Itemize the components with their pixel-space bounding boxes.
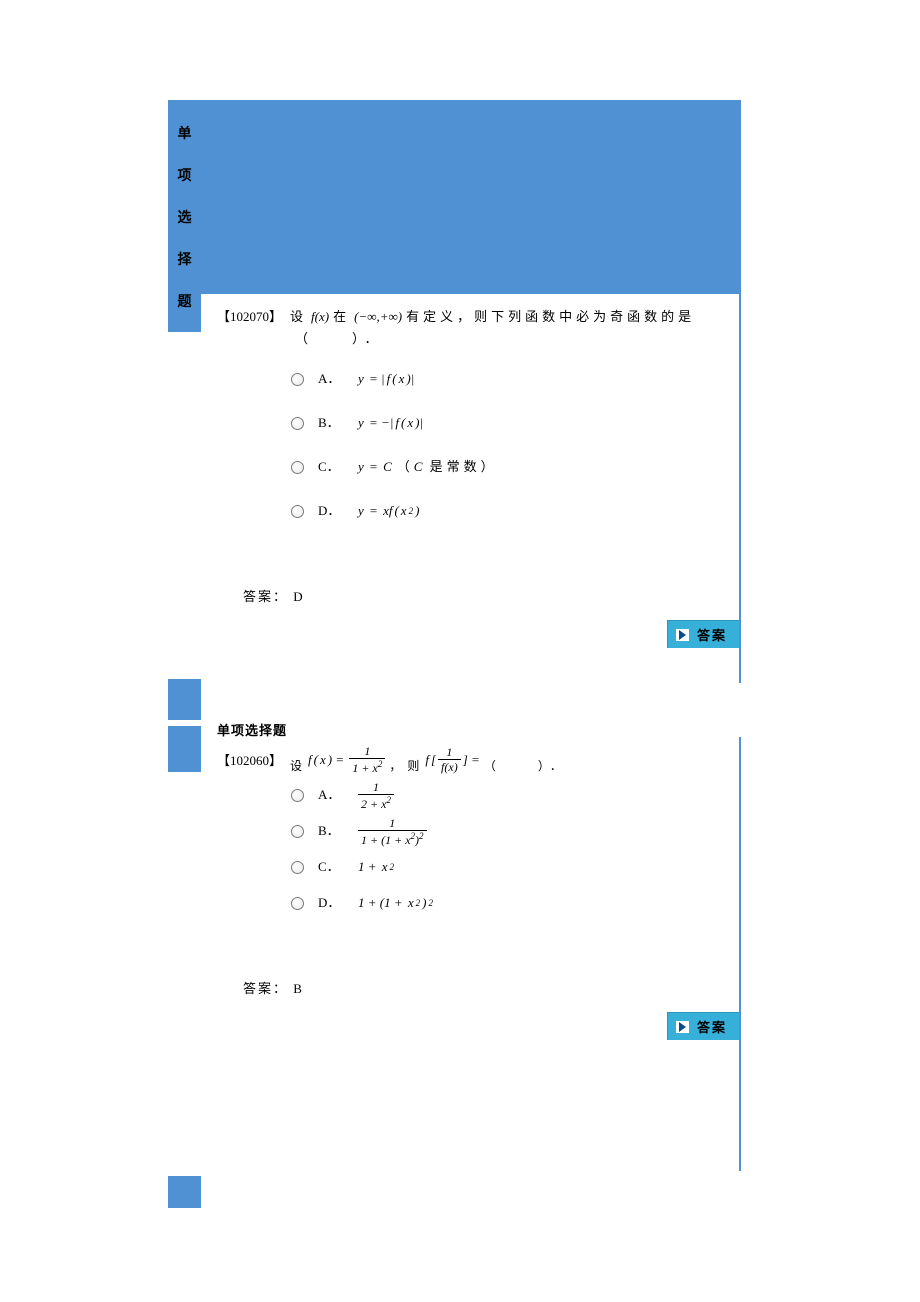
q2-stem: 【102060】 设 f(x) = 1 1 + x2 ， 则 f[ 1 f(x)… — [217, 745, 741, 774]
option-label: A． — [318, 368, 344, 390]
answer-button[interactable]: 答案 — [667, 620, 741, 648]
q1-answer-btn-row: 答案 — [201, 620, 741, 648]
q2-set: 设 — [290, 757, 304, 774]
q1-id: 【102070】 — [217, 306, 282, 328]
question-1: 【102070】 设 f(x) 在 (−∞,+∞) 有定义，则下列函数中必为奇函… — [201, 294, 741, 608]
sidebar-strip — [168, 1176, 201, 1208]
q1-stem: 【102070】 设 f(x) 在 (−∞,+∞) 有定义，则下列函数中必为奇函… — [217, 306, 735, 328]
q1-text: 设 — [290, 306, 307, 328]
right-border — [739, 294, 741, 683]
q2-paren: （ ）． — [484, 757, 568, 774]
radio-icon[interactable] — [291, 789, 304, 802]
title-char: 选 — [168, 196, 201, 238]
answer-button[interactable]: 答案 — [667, 1012, 741, 1040]
q2-option-d[interactable]: D． 1 + (1 + x2)2 — [291, 888, 735, 918]
title-char: 择 — [168, 238, 201, 280]
option-label: D． — [318, 892, 344, 914]
option-formula: 1 2 + x2 — [358, 781, 394, 810]
radio-icon[interactable] — [291, 461, 304, 474]
title-char: 项 — [168, 154, 201, 196]
q2-option-c[interactable]: C． 1 + x2 — [291, 852, 735, 882]
answer-btn-label: 答案 — [697, 625, 727, 644]
option-label: C． — [318, 456, 344, 478]
radio-icon[interactable] — [291, 825, 304, 838]
option-label: D． — [318, 500, 344, 522]
content: 【102070】 设 f(x) 在 (−∞,+∞) 有定义，则下列函数中必为奇函… — [201, 100, 741, 1040]
option-label: C． — [318, 856, 344, 878]
sidebar: 单 项 选 择 题 — [168, 100, 201, 1208]
q2-answer-btn-row: 答案 — [201, 1012, 741, 1040]
q2-then: 则 — [407, 757, 421, 774]
q2-id: 【102060】 — [217, 750, 282, 769]
q2-fx: f(x) = 1 1 + x2 — [308, 745, 385, 774]
answer-label: 答案： — [243, 981, 288, 996]
header-band — [201, 100, 741, 294]
q2-comma: ， — [389, 757, 403, 774]
spacer — [201, 648, 741, 704]
play-icon — [676, 1021, 689, 1033]
q1-text: 有定义，则下列函数中必为奇函数的是 — [406, 306, 695, 328]
radio-icon[interactable] — [291, 505, 304, 518]
page: 单 项 选 择 题 【102070】 设 f(x) 在 (−∞,+∞) 有定义，… — [0, 0, 920, 1040]
answer-label: 答案： — [243, 589, 288, 604]
answer-btn-label: 答案 — [697, 1017, 727, 1036]
q2-comp: f[ 1 f(x) ] = — [425, 746, 479, 773]
option-label: A． — [318, 784, 344, 806]
q1-option-d[interactable]: D． y = xf(x2) — [291, 496, 735, 526]
radio-icon[interactable] — [291, 417, 304, 430]
radio-icon[interactable] — [291, 373, 304, 386]
radio-icon[interactable] — [291, 897, 304, 910]
sidebar-strip — [168, 726, 201, 772]
q1-domain: (−∞,+∞) — [354, 306, 402, 328]
q1-option-b[interactable]: B． y = −|f(x)| — [291, 408, 735, 438]
q2-answer: 答案： B — [243, 978, 735, 1000]
right-border — [739, 737, 741, 1171]
q1-option-a[interactable]: A． y = |f(x)| — [291, 364, 735, 394]
q1-answer: 答案： D — [243, 586, 735, 608]
q1-fx: f(x) — [311, 306, 329, 328]
option-formula: 1 + (1 + x2)2 — [358, 892, 433, 914]
option-label: B． — [318, 820, 344, 842]
answer-value: D — [293, 589, 304, 604]
option-formula: y = −|f(x)| — [358, 412, 423, 434]
option-note: （C 是常数） — [397, 456, 498, 478]
q1-text: 在 — [333, 306, 350, 328]
option-formula: 1 + x2 — [358, 856, 394, 878]
q2-section-title: 单项选择题 — [217, 720, 741, 739]
q2-option-b[interactable]: B． 1 1 + (1 + x2)2 — [291, 816, 735, 846]
title-char: 题 — [168, 280, 201, 322]
option-formula: y = xf(x2) — [358, 500, 419, 522]
answer-value: B — [293, 981, 304, 996]
section-title-vertical: 单 项 选 择 题 — [168, 100, 201, 332]
title-char: 单 — [168, 112, 201, 154]
question-2-options: A． 1 2 + x2 B． 1 1 + (1 + x2)2 — [201, 780, 741, 1000]
q1-paren: （ ）． — [295, 328, 735, 350]
q2-option-a[interactable]: A． 1 2 + x2 — [291, 780, 735, 810]
sidebar-gap — [168, 332, 201, 679]
play-icon — [676, 629, 689, 641]
option-label: B． — [318, 412, 344, 434]
option-formula: y = |f(x)| — [358, 368, 414, 390]
option-formula: y = C （C 是常数） — [358, 456, 498, 478]
option-formula: 1 1 + (1 + x2)2 — [358, 817, 427, 846]
radio-icon[interactable] — [291, 861, 304, 874]
sidebar-strip — [168, 679, 201, 720]
q1-option-c[interactable]: C． y = C （C 是常数） — [291, 452, 735, 482]
